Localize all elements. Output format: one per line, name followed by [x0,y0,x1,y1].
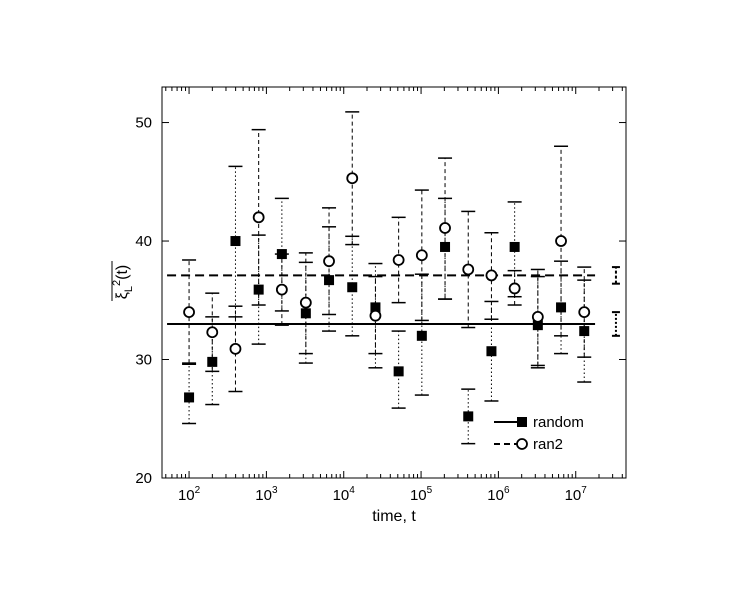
marker-random [253,284,264,295]
marker-random [393,366,404,377]
marker-random [509,241,520,252]
marker-random [276,249,287,260]
marker-random [463,411,474,422]
x-tick-label: 105 [410,485,433,504]
marker-random [556,302,567,313]
marker-ran2 [462,263,475,276]
x-tick-label: 103 [255,485,278,504]
svg-text:ξL2(t): ξL2(t) [111,265,135,300]
x-tick-label: 104 [333,485,356,504]
marker-random [440,241,451,252]
marker-random [347,282,358,293]
y-axis-ticks: 20 30 40 50 [135,115,626,487]
marker-random [532,320,543,331]
marker-ran2 [485,269,498,282]
data-markers [183,172,591,422]
marker-random [370,302,381,313]
legend-label-ran2: ran2 [533,436,563,453]
marker-ran2 [323,255,335,268]
marker-random [300,308,311,319]
marker-ran2 [415,249,428,262]
marker-ran2 [578,306,591,319]
marker-ran2 [183,306,195,319]
marker-ran2 [252,211,265,224]
y-axis-label: ξL2(t) [111,261,135,301]
marker-random [416,330,427,341]
marker-random [579,326,590,337]
plot-frame [161,86,627,479]
marker-ran2 [555,235,567,247]
y-tick-label: 30 [135,352,152,369]
marker-random [324,275,335,286]
legend-marker-random [517,417,527,427]
legend-marker-ran2 [516,438,528,450]
marker-ran2 [275,283,288,296]
marker-ran2 [206,326,219,339]
y-tick-label: 50 [135,115,152,132]
x-axis-ticks: 102 103 104 105 106 107 [165,87,623,504]
y-tick-label: 20 [135,470,152,487]
marker-ran2 [439,222,451,234]
x-axis-label: time, t [372,508,416,525]
y-tick-label: 40 [135,233,152,250]
marker-ran2 [392,254,405,266]
x-tick-label: 107 [565,485,588,504]
mean-lines [167,266,620,337]
marker-random [207,356,218,367]
legend: random ran2 [494,414,584,453]
marker-ran2 [229,342,242,355]
marker-ran2 [531,310,544,323]
marker-random [184,392,195,403]
marker-ran2 [299,296,312,309]
marker-ran2 [508,282,521,295]
marker-ran2 [346,172,359,185]
error-bars [182,111,592,445]
marker-random [486,346,497,357]
marker-random [230,236,241,247]
x-tick-label: 106 [487,485,510,504]
legend-label-random: random [533,414,584,431]
x-tick-label: 102 [178,485,201,504]
marker-ran2 [369,309,382,322]
